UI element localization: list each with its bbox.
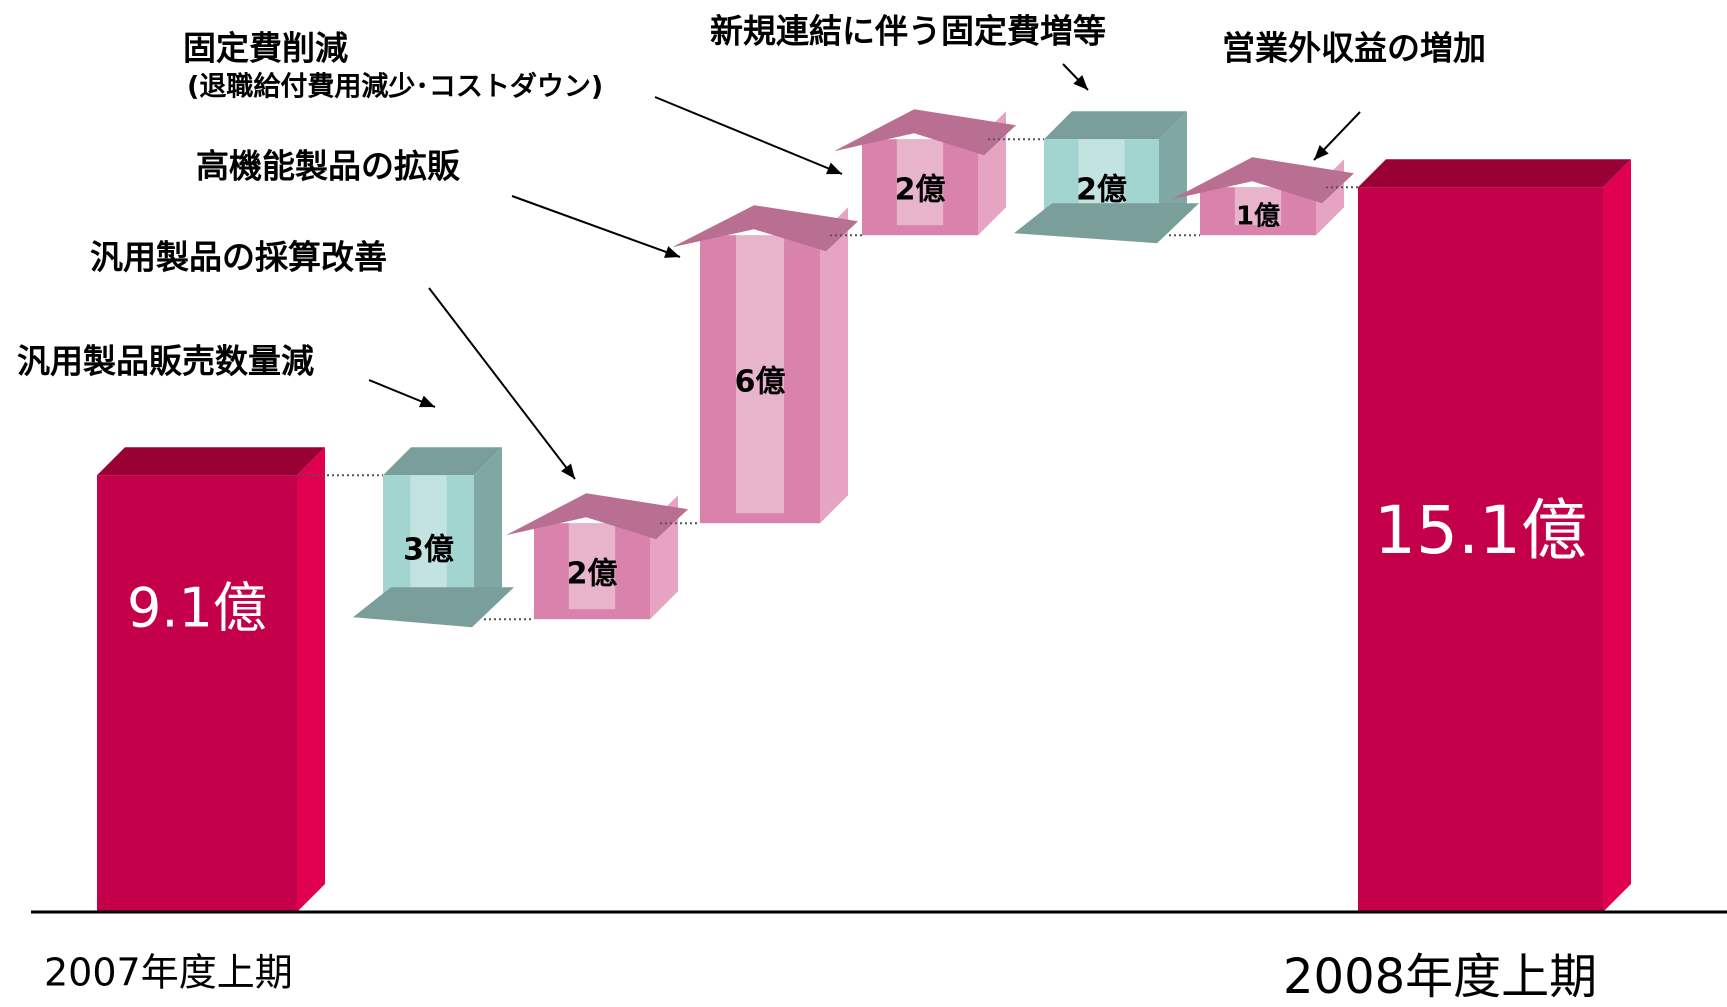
category-label: 営業外収益の増加 (1222, 29, 1486, 68)
bar-side (474, 447, 502, 620)
bar-value-label: 15.1億 (1374, 492, 1587, 569)
arrow-head (506, 493, 688, 540)
bar-highlight (896, 139, 944, 226)
pointer-head (419, 395, 435, 408)
bar-value-label: 2億 (1076, 173, 1127, 208)
pointer-line (654, 96, 843, 175)
category-label: 固定費削減 (183, 29, 348, 68)
pointer-line (428, 287, 576, 480)
bar-side (297, 447, 325, 912)
bar (862, 139, 978, 236)
category-label: 新規連結に伴う固定費増等 (710, 12, 1106, 51)
bar-highlight (1234, 187, 1282, 226)
label-backdrop (1270, 930, 1700, 1007)
category-label: 2007年度上期 (44, 951, 293, 995)
bar (534, 523, 650, 620)
pointer-line (511, 195, 681, 258)
bar-side (1603, 159, 1631, 912)
bar-value-label: 3億 (403, 533, 454, 568)
pointer-head (826, 162, 842, 175)
bar-value-label: 6億 (735, 365, 786, 400)
category-label: 汎用製品販売数量減 (17, 342, 314, 381)
bar-highlight (568, 523, 616, 610)
bar (1358, 187, 1603, 912)
bar-side (820, 207, 848, 524)
bar-value-label: 9.1億 (127, 577, 267, 640)
arrow-head (1172, 157, 1354, 204)
arrow-head (1014, 203, 1199, 244)
bar-highlight (736, 235, 784, 514)
pointer-head (561, 463, 575, 479)
arrow-head (353, 587, 514, 628)
category-label: 2008年度上期 (1283, 949, 1597, 1005)
bar-value-label: 2億 (567, 557, 618, 592)
bar-top (1044, 111, 1187, 140)
category-label: 汎用製品の採算改善 (90, 238, 387, 277)
pointer-head (1314, 145, 1329, 160)
arrow-head (834, 109, 1016, 156)
bar-top (1358, 159, 1631, 188)
arrow-head (672, 205, 858, 252)
bar (97, 475, 297, 912)
pointer-head (1073, 75, 1088, 90)
bar-top (97, 447, 325, 476)
pointer-head (664, 246, 680, 258)
bar-value-label: 1億 (1236, 202, 1280, 232)
bar-value-label: 2億 (895, 173, 946, 208)
bar-top (383, 447, 502, 476)
category-label: 高機能製品の拡販 (196, 147, 461, 186)
category-note: (退職給付費用減少･コストダウン) (187, 71, 603, 103)
bar (700, 235, 820, 524)
